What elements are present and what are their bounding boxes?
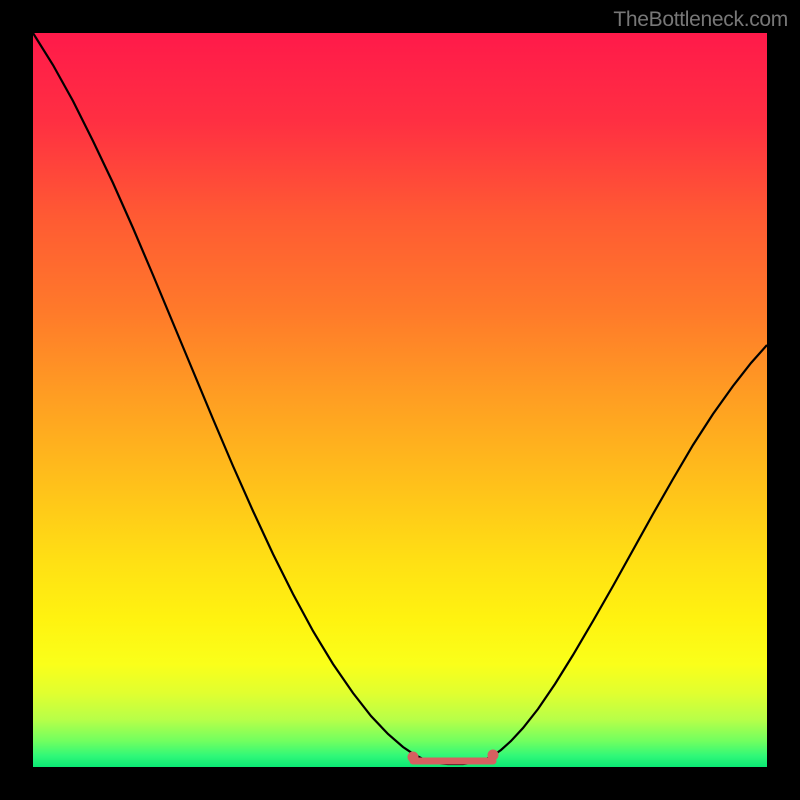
optimal-range-marker-right (488, 750, 499, 761)
plot-area (33, 33, 767, 767)
attribution-text: TheBottleneck.com (613, 8, 788, 32)
chart-container: TheBottleneck.com (0, 0, 800, 800)
curve-layer (33, 33, 767, 767)
optimal-range-marker-left (408, 752, 419, 763)
bottleneck-curve (33, 33, 767, 764)
